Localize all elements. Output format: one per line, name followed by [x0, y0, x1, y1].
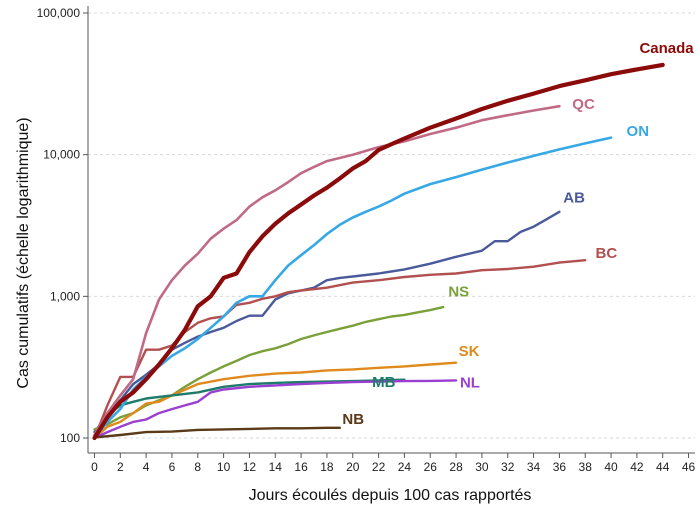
y-tick-label: 100: [60, 431, 80, 445]
series-label-mb: MB: [372, 374, 395, 391]
series-label-qc: QC: [572, 96, 595, 113]
x-tick-label: 38: [579, 460, 593, 474]
gridlines: [88, 12, 695, 439]
x-tick-label: 36: [553, 460, 567, 474]
x-tick-label: 0: [91, 460, 98, 474]
x-tick-label: 42: [630, 460, 644, 474]
x-tick-label: 10: [217, 460, 231, 474]
series-line-nb: [93, 426, 341, 439]
series-label-ab: AB: [563, 189, 585, 206]
x-tick-label: 40: [604, 460, 618, 474]
x-tick-label: 16: [294, 460, 308, 474]
series-label-canada: Canada: [639, 40, 694, 57]
x-tick-label: 28: [449, 460, 463, 474]
series-labels: Canada QC ON AB BC NS SK MB NL NB: [342, 40, 694, 428]
x-tick-label: 26: [424, 460, 438, 474]
x-tick-label: 46: [682, 460, 696, 474]
x-tick-label: 22: [372, 460, 386, 474]
series-line-nl: [93, 379, 458, 440]
x-tick-label: 24: [398, 460, 412, 474]
data-series: [92, 62, 665, 441]
x-tick-label: 4: [143, 460, 150, 474]
x-tick-label: 2: [117, 460, 124, 474]
y-axis-title: Cas cumulatifs (échelle logarithmique): [15, 117, 32, 388]
x-tick-label: 8: [194, 460, 201, 474]
series-label-bc: BC: [596, 245, 618, 262]
series-label-nb: NB: [342, 411, 364, 428]
x-tick-label: 44: [656, 460, 670, 474]
x-tick-label: 32: [501, 460, 515, 474]
y-tick-label: 1,000: [50, 289, 80, 303]
x-tick-label: 6: [169, 460, 176, 474]
series-line-bc: [93, 259, 587, 440]
x-tick-label: 30: [475, 460, 489, 474]
x-tick-label: 18: [320, 460, 334, 474]
series-line-qc: [93, 104, 561, 437]
series-label-on: ON: [627, 123, 650, 140]
x-tick-label: 14: [269, 460, 283, 474]
y-tick-label: 10,000: [43, 148, 80, 162]
series-line-sk: [93, 361, 458, 440]
series-label-ns: NS: [448, 283, 469, 300]
series-label-nl: NL: [460, 374, 480, 391]
y-tick-label: 100,000: [37, 6, 81, 20]
x-tick-label: 34: [527, 460, 541, 474]
series-line-on: [93, 136, 613, 440]
series-label-sk: SK: [459, 343, 480, 360]
series-line-canada: [92, 62, 665, 441]
x-tick-label: 12: [243, 460, 257, 474]
x-tick-label: 20: [346, 460, 360, 474]
x-axis-title: Jours écoulés depuis 100 cas rapportés: [249, 487, 532, 504]
